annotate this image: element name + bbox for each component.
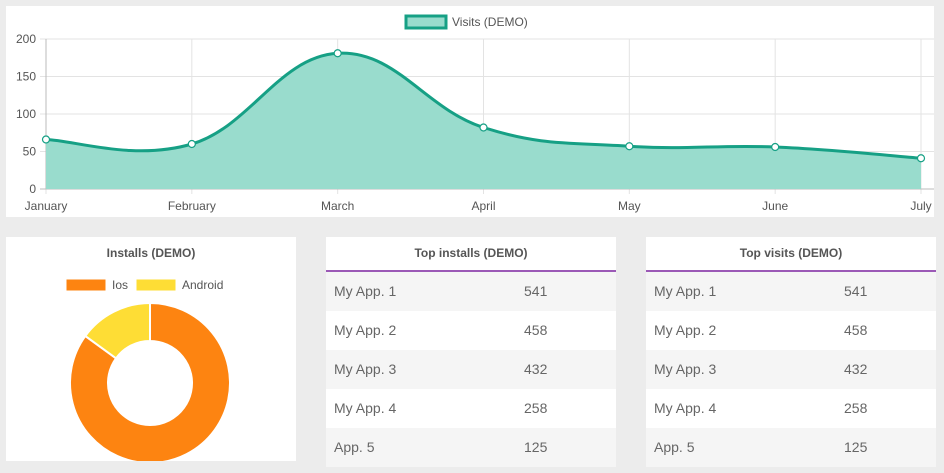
table-row: My App. 1 541: [646, 272, 936, 311]
data-point: [333, 49, 342, 58]
x-tick-label: July: [910, 199, 931, 213]
legend-label: Visits (DEMO): [452, 15, 528, 29]
legend-label: Ios: [112, 278, 128, 292]
app-count: 258: [524, 400, 548, 416]
x-tick-label: March: [321, 199, 354, 213]
donut-title: Installs (DEMO): [107, 246, 196, 260]
donut-slice: [83, 301, 151, 360]
app-count: 432: [844, 361, 868, 377]
installs-donut-chart: Installs (DEMO) Ios Android: [65, 246, 231, 461]
app-name: My App. 1: [334, 283, 397, 299]
table-row: My App. 2 458: [326, 311, 616, 350]
app-name: My App. 2: [654, 322, 717, 338]
app-name: My App. 2: [334, 322, 397, 338]
top-visits-title: Top visits (DEMO): [646, 237, 936, 272]
app-count: 125: [844, 439, 868, 455]
data-point: [916, 154, 926, 163]
legend-swatch: [404, 14, 448, 30]
y-tick-label: 150: [16, 70, 36, 84]
x-tick-label: February: [168, 199, 216, 213]
x-tick-label: January: [25, 199, 68, 213]
visits-area-chart: 0 50 100 150 200 January February March April May…: [16, 14, 934, 213]
top-installs-table: Top installs (DEMO) My App. 1 541 My App…: [326, 237, 616, 467]
app-count: 541: [844, 283, 868, 299]
app-name: My App. 3: [334, 361, 397, 377]
app-name: My App. 3: [654, 361, 717, 377]
top-visits-table: Top visits (DEMO) My App. 1 541 My App. …: [646, 237, 936, 467]
table-row: My App. 4 258: [326, 389, 616, 428]
visits-area-fill: [46, 53, 921, 189]
top-installs-title: Top installs (DEMO): [326, 237, 616, 272]
x-tick-label: May: [618, 199, 641, 213]
x-tick-label: June: [762, 199, 788, 213]
app-count: 458: [524, 322, 548, 338]
y-tick-label: 50: [23, 145, 37, 159]
legend-swatch: [135, 278, 177, 292]
y-tick-label: 0: [29, 182, 36, 196]
installs-chart-panel: Installs (DEMO) Ios Android: [6, 237, 296, 461]
data-point: [479, 123, 488, 132]
data-point: [771, 142, 780, 152]
app-count: 125: [524, 439, 548, 455]
table-row: My App. 2 458: [646, 311, 936, 350]
table-row: My App. 3 432: [326, 350, 616, 389]
table-row: My App. 3 432: [646, 350, 936, 389]
app-name: My App. 4: [654, 400, 717, 416]
legend-label: Android: [182, 278, 223, 292]
app-name: My App. 4: [334, 400, 397, 416]
app-name: My App. 1: [654, 283, 717, 299]
data-point: [625, 142, 634, 151]
table-row: My App. 4 258: [646, 389, 936, 428]
app-count: 432: [524, 361, 548, 377]
data-point: [187, 139, 196, 149]
table-row: My App. 1 541: [326, 272, 616, 311]
table-row: App. 5 125: [326, 428, 616, 467]
y-tick-label: 100: [16, 107, 36, 121]
data-point: [41, 135, 51, 144]
app-count: 458: [844, 322, 868, 338]
app-name: App. 5: [654, 439, 695, 455]
app-count: 541: [524, 283, 548, 299]
app-count: 258: [844, 400, 868, 416]
visits-chart-panel: 0 50 100 150 200 January February March April May…: [6, 6, 934, 217]
y-tick-label: 200: [16, 32, 36, 46]
legend-swatch: [65, 278, 107, 292]
table-row: App. 5 125: [646, 428, 936, 467]
donut-slice: [69, 301, 231, 461]
app-name: App. 5: [334, 439, 375, 455]
x-tick-label: April: [471, 199, 495, 213]
